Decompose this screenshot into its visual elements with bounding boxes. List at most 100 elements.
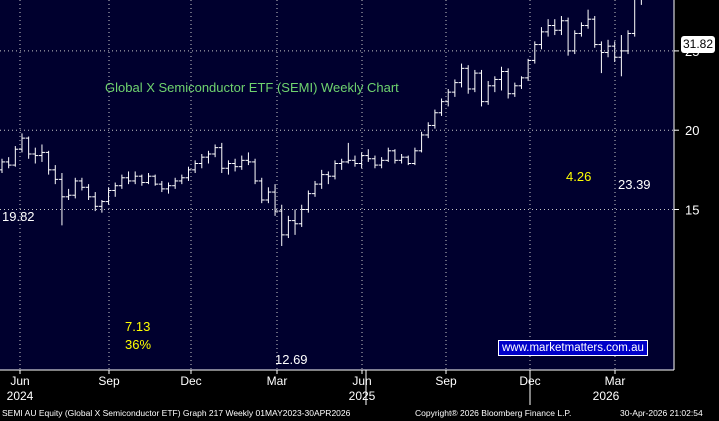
ohlc-bar: [498, 66, 505, 91]
ohlc-bar: [285, 215, 292, 239]
ohlc-bar: [445, 88, 452, 107]
ohlc-bar: [172, 177, 179, 189]
ohlc-bar: [398, 153, 405, 164]
ohlc-bar: [571, 30, 578, 55]
y-tick-label: 15: [685, 203, 699, 218]
ohlc-bar: [265, 187, 272, 204]
ohlc-bar: [278, 204, 285, 246]
ohlc-bar: [58, 173, 65, 226]
ohlc-bar: [551, 19, 558, 36]
footer-timestamp: 30-Apr-2026 21:02:54: [620, 408, 703, 418]
ohlc-bar: [345, 142, 352, 164]
ohlc-bar: [312, 180, 319, 197]
ohlc-bar: [358, 152, 365, 169]
x-year-label: 2024: [7, 389, 34, 403]
ohlc-bar: [478, 69, 485, 107]
x-axis-panel: [0, 370, 719, 405]
ohlc-bar: [618, 35, 625, 77]
ohlc-bar: [32, 147, 39, 164]
ohlc-bar: [245, 152, 252, 166]
ohlc-bar: [65, 188, 72, 200]
x-month-label: Jun: [10, 374, 29, 388]
x-month-label: Mar: [267, 374, 288, 388]
ohlc-bar: [298, 204, 305, 227]
ohlc-bar: [491, 76, 498, 93]
ohlc-bar: [25, 136, 32, 159]
ohlc-bar: [332, 160, 338, 180]
ohlc-bar: [565, 17, 572, 56]
x-year-label: 2026: [593, 389, 620, 403]
ohlc-bar: [85, 184, 92, 200]
ohlc-bar: [418, 131, 425, 153]
y-tick-label: 20: [685, 123, 699, 138]
x-year-label: 2025: [349, 389, 376, 403]
x-month-label: Mar: [605, 374, 626, 388]
ohlc-bar: [212, 144, 219, 158]
ohlc-bar: [98, 199, 105, 213]
ohlc-bar: [318, 169, 325, 189]
chart-annotation: 12.69: [275, 352, 308, 367]
ohlc-bar: [258, 177, 265, 204]
x-month-label: Jun: [352, 374, 371, 388]
ohlc-bar: [458, 63, 465, 88]
ohlc-bar: [578, 22, 585, 37]
ohlc-bar: [325, 171, 332, 185]
ohlc-bar: [45, 150, 52, 175]
ohlc-bar: [292, 209, 299, 235]
ohlc-bar: [138, 174, 145, 186]
footer-ticker: SEMI AU Equity (Global X Semiconductor E…: [2, 408, 351, 418]
ohlc-bar: [431, 109, 438, 129]
ohlc-bar: [125, 171, 132, 185]
x-month-label: Sep: [98, 374, 120, 388]
ohlc-bar: [411, 147, 418, 166]
chart-annotation: 36%: [125, 337, 151, 352]
ohlc-bar: [351, 155, 358, 167]
ohlc-bar: [12, 146, 19, 167]
ohlc-bar: [158, 180, 165, 193]
ohlc-bar: [585, 9, 592, 29]
price-chart: 15202530JunSepDecMarJunSepDecMar20242025…: [0, 0, 719, 405]
ohlc-bar: [591, 16, 598, 48]
ohlc-bar: [605, 39, 612, 58]
ohlc-bar: [465, 65, 472, 94]
ohlc-bar: [538, 27, 545, 50]
chart-title: Global X Semiconductor ETF (SEMI) Weekly…: [105, 80, 399, 95]
ohlc-bar: [371, 155, 378, 169]
ohlc-bar: [385, 147, 392, 162]
ohlc-bar: [165, 182, 172, 194]
ohlc-bar: [218, 142, 225, 174]
ohlc-bar: [545, 19, 552, 37]
ohlc-bar: [205, 150, 212, 164]
ohlc-bar: [518, 76, 525, 89]
ohlc-bar: [531, 41, 538, 64]
ohlc-bar: [640, 0, 642, 5]
ohlc-bar: [378, 157, 385, 169]
footer-bar: SEMI AU Equity (Global X Semiconductor E…: [0, 405, 719, 421]
ohlc-bar: [631, 0, 636, 37]
ohlc-bar: [471, 69, 478, 93]
ohlc-bar: [112, 182, 119, 197]
ohlc-bar: [425, 122, 432, 139]
ohlc-bar: [72, 177, 79, 199]
ohlc-bar: [438, 98, 445, 116]
chart-annotation: 23.39: [618, 177, 651, 192]
ohlc-bar: [238, 155, 245, 170]
ohlc-bar: [505, 68, 512, 99]
ohlc-bar: [185, 166, 192, 181]
ohlc-bar: [145, 173, 152, 185]
ohlc-bar: [558, 16, 565, 36]
ohlc-bar: [198, 153, 205, 169]
ohlc-bar: [305, 190, 312, 213]
ohlc-bar: [625, 30, 632, 55]
ohlc-bar: [405, 155, 412, 166]
ohlc-bar: [132, 171, 139, 185]
chart-annotation: 4.26: [566, 169, 591, 184]
x-month-label: Sep: [435, 374, 457, 388]
ohlc-bar: [225, 160, 232, 175]
ohlc-bar: [272, 184, 279, 216]
website-watermark[interactable]: www.marketmatters.com.au: [498, 340, 648, 356]
x-month-label: Dec: [180, 374, 201, 388]
ohlc-bar: [152, 174, 159, 186]
ohlc-bar: [511, 82, 518, 97]
